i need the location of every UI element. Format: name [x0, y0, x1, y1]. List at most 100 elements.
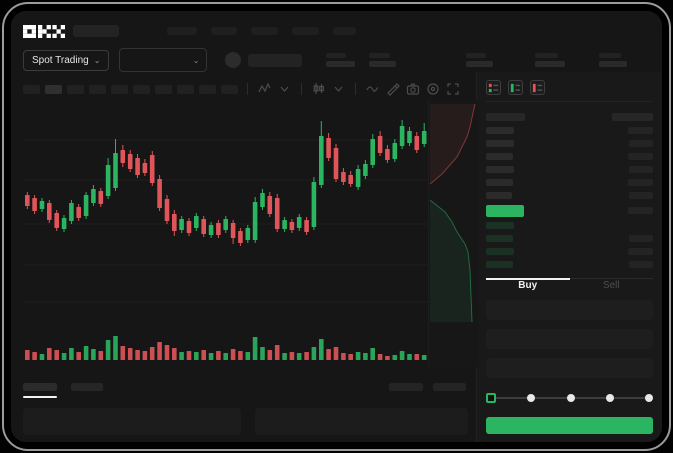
size-bar	[628, 248, 653, 255]
ask-row[interactable]	[486, 163, 653, 176]
timeframe-chip[interactable]	[177, 84, 194, 94]
app-window: Spot Trading ⌄ ⌄	[11, 11, 662, 442]
bottom-tabs	[23, 383, 476, 398]
tab-label-placeholder	[71, 383, 103, 391]
nav-item-placeholder[interactable]	[167, 27, 197, 35]
history-tab[interactable]	[23, 383, 57, 398]
size-bar	[486, 192, 512, 199]
draw-pencil-icon[interactable]	[385, 82, 400, 97]
slider-stop[interactable]	[605, 394, 614, 402]
timeframe-chip[interactable]	[199, 84, 216, 94]
timeframe-chip[interactable]	[111, 84, 128, 94]
size-bar	[486, 140, 514, 147]
order-panel: Buy Sell	[476, 72, 662, 442]
stat-value-placeholder	[369, 61, 397, 67]
indicator-wave-icon[interactable]	[365, 82, 380, 97]
timeframe-chip[interactable]	[89, 84, 106, 94]
tab-buy[interactable]: Buy	[518, 279, 538, 291]
bottom-action-placeholder[interactable]	[433, 383, 466, 391]
top-nav	[11, 11, 662, 38]
timeframe-chip[interactable]	[67, 84, 84, 94]
history-tab[interactable]	[71, 383, 103, 391]
bid-row[interactable]	[486, 258, 653, 271]
candlestick-chart[interactable]	[23, 100, 428, 367]
candle-type-icon[interactable]	[311, 82, 326, 97]
stat-value-placeholder	[535, 61, 566, 67]
ask-row[interactable]	[486, 189, 653, 202]
bottom-action-placeholder[interactable]	[389, 383, 423, 391]
pair-name-placeholder[interactable]	[248, 53, 303, 67]
timeframe-chip[interactable]	[155, 84, 172, 94]
last-price-row[interactable]	[486, 202, 653, 219]
size-bar	[486, 179, 513, 186]
divider	[301, 83, 302, 95]
pair-search-dropdown[interactable]: ⌄	[119, 48, 208, 72]
timeframe-chip[interactable]	[23, 84, 40, 94]
size-bar	[486, 248, 514, 255]
stat-label-placeholder	[326, 53, 347, 58]
stat-label-placeholder	[466, 53, 487, 58]
timeframe-chip[interactable]	[45, 84, 62, 94]
size-bar	[486, 222, 514, 229]
camera-icon[interactable]	[405, 82, 420, 97]
size-bar	[629, 235, 653, 242]
orderbook-view-toggles	[486, 78, 653, 102]
nav-item-placeholder[interactable]	[251, 27, 278, 35]
amount-slider[interactable]	[486, 391, 653, 405]
ask-row[interactable]	[486, 124, 653, 137]
slider-stop[interactable]	[566, 394, 575, 402]
ticker-stat	[599, 53, 628, 67]
nav-item-placeholder[interactable]	[211, 27, 237, 35]
ticker-stat	[535, 53, 566, 67]
slider-stop[interactable]	[645, 394, 653, 402]
size-bar	[486, 127, 514, 134]
slider-stop[interactable]	[527, 394, 536, 402]
bid-row[interactable]	[486, 245, 653, 258]
order-book-header[interactable]	[486, 109, 653, 124]
stat-label-placeholder	[535, 53, 559, 58]
book-asks-view-icon[interactable]	[530, 80, 545, 95]
nav-item-placeholder[interactable]	[292, 27, 319, 35]
ticker-stat	[466, 53, 494, 67]
bottom-panel-box	[23, 408, 241, 435]
stat-value-placeholder	[599, 61, 628, 67]
coin-avatar	[225, 52, 242, 68]
timeframe-chip[interactable]	[221, 84, 238, 94]
bid-row[interactable]	[486, 232, 653, 245]
header-search-placeholder[interactable]	[73, 25, 119, 37]
size-bar	[628, 127, 653, 134]
fullscreen-icon[interactable]	[445, 82, 460, 97]
order-input-placeholder[interactable]	[486, 358, 653, 378]
timeframe-chip[interactable]	[133, 84, 150, 94]
ask-row[interactable]	[486, 137, 653, 150]
slider-stop[interactable]	[486, 393, 496, 403]
chart-toolbar	[23, 78, 476, 100]
buy-sell-tabs: Buy Sell	[486, 278, 653, 291]
size-bar	[486, 204, 524, 217]
ask-row[interactable]	[486, 150, 653, 163]
size-bar	[629, 261, 653, 268]
book-combined-view-icon[interactable]	[486, 80, 501, 95]
size-bar	[629, 166, 653, 173]
active-tab-indicator	[486, 278, 570, 280]
zigzag-line-icon[interactable]	[257, 82, 272, 97]
nav-item-placeholder[interactable]	[333, 27, 356, 35]
chevron-down-icon: ⌄	[192, 55, 200, 65]
market-bar: Spot Trading ⌄ ⌄	[11, 38, 662, 72]
size-bar	[628, 153, 653, 160]
chevron-down-icon[interactable]	[277, 82, 292, 97]
order-input-placeholder[interactable]	[486, 329, 653, 349]
chevron-down-icon[interactable]	[331, 82, 346, 97]
submit-order-button[interactable]	[486, 417, 653, 434]
book-bids-view-icon[interactable]	[508, 80, 523, 95]
order-input-placeholder[interactable]	[486, 300, 653, 320]
depth-chart[interactable]	[428, 100, 479, 367]
settings-circle-icon[interactable]	[425, 82, 440, 97]
nav-links	[167, 27, 356, 35]
market-type-dropdown[interactable]: Spot Trading ⌄	[23, 49, 110, 71]
tab-sell[interactable]: Sell	[602, 279, 620, 291]
bid-row[interactable]	[486, 219, 653, 232]
active-tab-underline	[23, 396, 57, 398]
ask-row[interactable]	[486, 176, 653, 189]
